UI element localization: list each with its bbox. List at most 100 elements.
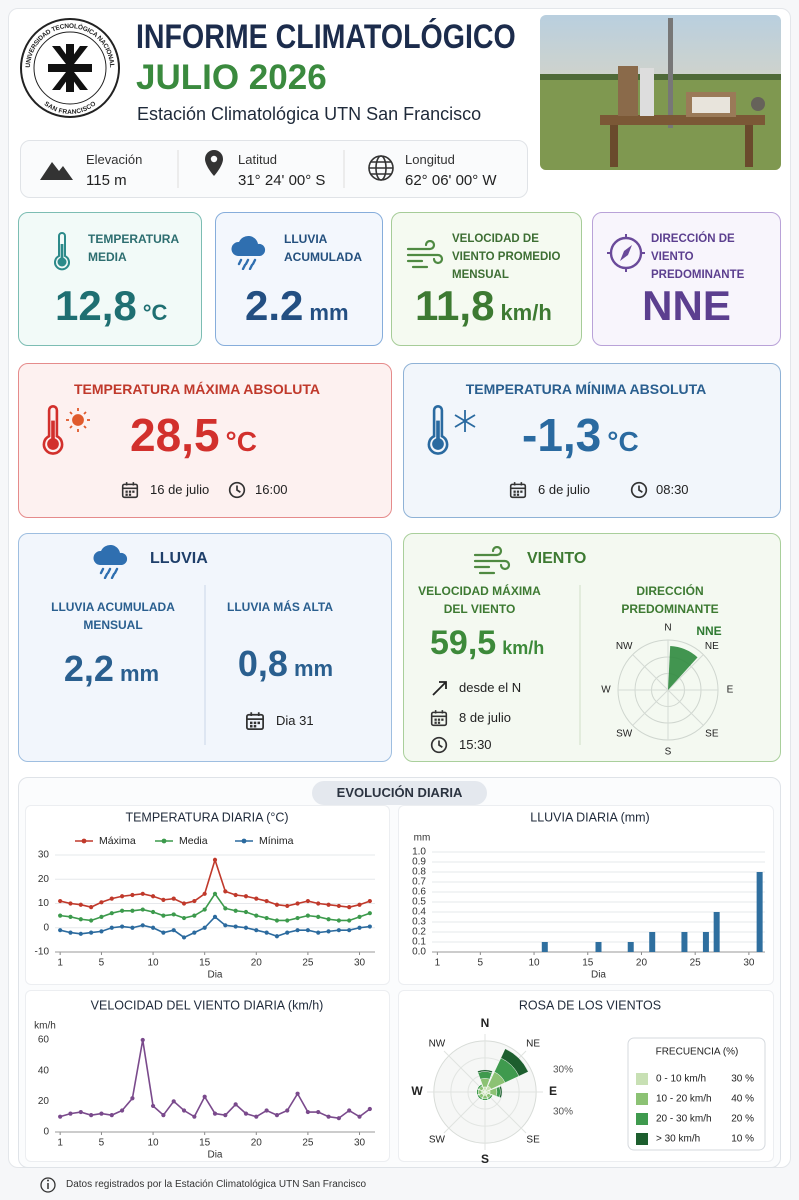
chart-panel [25, 805, 390, 985]
data-point [150, 1103, 156, 1109]
data-point [109, 1113, 114, 1118]
title: INFORME CLIMATOLÓGICO [136, 18, 516, 56]
data-point [285, 918, 290, 923]
data-point [305, 898, 311, 904]
rain-date: Dia 31 [276, 713, 314, 728]
bar [541, 942, 548, 952]
y-tick-label: 0.4 [412, 907, 426, 918]
data-point [264, 930, 269, 935]
thermometer-icon [42, 404, 64, 455]
data-point [243, 1111, 249, 1116]
data-point [336, 928, 341, 933]
data-point [233, 1102, 238, 1107]
x-tick-label: 1 [435, 958, 441, 969]
y-tick-label: 0.9 [412, 857, 426, 868]
rain-label: LLUVIA ACUMULADA MENSUAL [51, 600, 175, 632]
wind-title: VIENTO [527, 550, 587, 567]
compass-label: SE [705, 728, 719, 739]
legend-swatch [636, 1113, 648, 1125]
compass-spoke [632, 654, 669, 691]
unit: km/h [502, 638, 545, 658]
y-tick-label: 60 [38, 1035, 50, 1046]
data-point [192, 913, 197, 918]
compass-spoke [667, 689, 704, 726]
thermometer-icon [53, 231, 71, 271]
x-tick-label: 5 [99, 1138, 105, 1149]
bar [702, 932, 709, 952]
data-point [109, 925, 114, 930]
legend-label: Mínima [259, 835, 294, 847]
data-point [171, 928, 176, 933]
rain-label: LLUVIA MÁS ALTA [227, 600, 333, 614]
rose-segment [499, 1085, 503, 1099]
data-point [347, 928, 352, 933]
x-tick-label: 20 [251, 1138, 263, 1149]
data-point [78, 1109, 83, 1115]
compass-label: N [664, 623, 671, 634]
data-point [192, 930, 197, 935]
compass-label: NW [616, 641, 633, 652]
chart-panel [25, 990, 390, 1162]
data-point [161, 1113, 166, 1118]
data-point [274, 934, 280, 939]
data-point [109, 896, 114, 901]
data-point [119, 894, 125, 899]
predominant-direction: NNE [696, 624, 721, 638]
section-title: EVOLUCIÓN DIARIA [312, 781, 487, 805]
data-point [347, 905, 352, 910]
data-point [171, 912, 176, 917]
value: -1,3 [522, 409, 602, 461]
rose-direction: N [481, 1016, 490, 1030]
legend-marker [81, 838, 87, 844]
y-tick-label: 0.1 [412, 937, 426, 948]
data-point [161, 930, 166, 935]
data-point [99, 929, 104, 934]
wind-from: desde el N [459, 680, 522, 695]
extreme-time: 08:30 [656, 482, 689, 497]
value: 59,5 [430, 624, 497, 662]
rose-spoke [443, 1091, 486, 1134]
data-point [202, 907, 207, 912]
data-point [223, 1113, 228, 1118]
data-point [171, 1099, 176, 1104]
data-point [58, 928, 63, 933]
rose-direction: SW [429, 1135, 446, 1146]
bar [756, 872, 763, 952]
data-point [119, 908, 125, 913]
globe-icon [368, 155, 394, 181]
legend-swatch [636, 1073, 648, 1085]
x-tick-label: 10 [148, 1138, 160, 1149]
compass-label: E [727, 685, 734, 696]
data-point [367, 898, 372, 904]
wind-time: 15:30 [459, 737, 492, 752]
data-point [357, 925, 362, 930]
y-tick-label: 40 [38, 1065, 50, 1076]
summary-value: NNE [642, 282, 731, 329]
data-point [212, 857, 218, 862]
summary-card [18, 212, 202, 346]
y-tick-label: 0 [43, 1127, 49, 1138]
data-point [326, 1114, 331, 1119]
data-point [130, 925, 135, 930]
rose-segment [488, 1095, 493, 1100]
value: 2.2 [245, 282, 304, 329]
rose-tick-label: 30% [553, 1107, 573, 1118]
unit: mm [309, 300, 349, 325]
data-point [326, 929, 331, 934]
compass-icon [607, 234, 645, 272]
data-point [295, 901, 300, 906]
data-point [274, 918, 280, 923]
y-tick-label: 0.2 [412, 927, 426, 938]
extreme-card [18, 363, 392, 518]
data-point [243, 894, 249, 899]
data-point [367, 924, 372, 929]
wind-max-label: VELOCIDAD MÁXIMA DEL VIENTO [418, 584, 541, 616]
x-tick-label: 15 [199, 1138, 211, 1149]
data-point [212, 891, 218, 896]
data-point [192, 1114, 197, 1119]
extreme-time: 16:00 [255, 482, 288, 497]
sun-icon [66, 408, 90, 432]
clock-icon [630, 481, 648, 499]
